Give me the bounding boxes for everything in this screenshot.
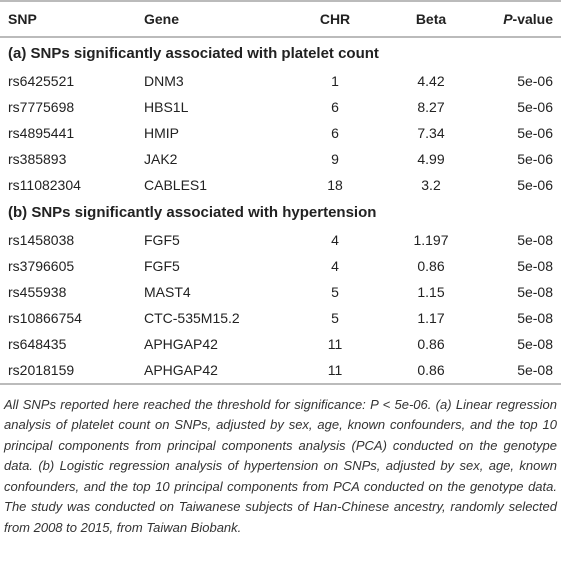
data-row: rs7775698 HBS1L 6 8.27 5e-06 bbox=[0, 94, 561, 120]
cell: FGF5 bbox=[144, 258, 180, 275]
cell: 4 bbox=[331, 258, 339, 275]
cell: FGF5 bbox=[144, 232, 180, 249]
column-header: Beta bbox=[378, 0, 484, 38]
column-header: CHR bbox=[292, 0, 378, 38]
cell: rs2018159 bbox=[0, 356, 136, 385]
cell: 5 bbox=[331, 310, 339, 327]
cell: 11 bbox=[292, 356, 378, 385]
cell: MAST4 bbox=[144, 284, 191, 301]
cell: APHGAP42 bbox=[144, 335, 218, 352]
cell: 4.42 bbox=[417, 72, 445, 89]
data-row: rs11082304 CABLES1 18 3.2 5e-06 bbox=[0, 172, 561, 198]
cell: 6 bbox=[331, 98, 339, 115]
cell: rs4895441 bbox=[8, 124, 75, 141]
cell: 5e-08 bbox=[484, 356, 561, 385]
section-title: (a) SNPs significantly associated with p… bbox=[8, 44, 379, 62]
cell: 5e-06 bbox=[517, 150, 553, 167]
cell: 5e-08 bbox=[517, 232, 553, 249]
table-footnote: All SNPs reported here reached the thres… bbox=[4, 396, 557, 535]
cell: rs6425521 bbox=[8, 72, 75, 89]
cell: 1.15 bbox=[417, 284, 445, 301]
data-row: rs1458038 FGF5 4 1.197 5e-08 bbox=[0, 227, 561, 253]
snp-table: SNP Gene CHR Beta P-value (a) SNPs significa… bbox=[0, 0, 561, 385]
cell: 5e-08 bbox=[517, 258, 553, 275]
cell: 18 bbox=[327, 176, 343, 193]
cell: 1 bbox=[331, 72, 339, 89]
cell: rs648435 bbox=[8, 335, 67, 352]
cell: 5e-06 bbox=[517, 124, 553, 141]
cell: rs3796605 bbox=[8, 258, 75, 275]
cell: 11 bbox=[327, 335, 343, 352]
cell: 0.86 bbox=[378, 356, 484, 385]
cell: 1.197 bbox=[413, 232, 449, 249]
data-row: rs4895441 HMIP 6 7.34 5e-06 bbox=[0, 120, 561, 146]
cell: 8.27 bbox=[417, 98, 445, 115]
cell: 4.99 bbox=[417, 150, 445, 167]
cell: DNM3 bbox=[144, 72, 184, 89]
cell: 0.86 bbox=[417, 335, 445, 352]
data-row: rs10866754 CTC-535M15.2 5 1.17 5e-08 bbox=[0, 305, 561, 331]
cell: rs11082304 bbox=[8, 176, 81, 193]
cell: APHGAP42 bbox=[136, 356, 292, 385]
cell: 5e-06 bbox=[517, 98, 553, 115]
cell: 9 bbox=[331, 150, 339, 167]
data-row: rs6425521 DNM3 1 4.42 5e-06 bbox=[0, 68, 561, 94]
column-header: Gene bbox=[136, 0, 292, 38]
cell: 1.17 bbox=[417, 310, 445, 327]
cell: HBS1L bbox=[144, 98, 189, 115]
data-row: rs648435 APHGAP42 11 0.86 5e-08 bbox=[0, 331, 561, 357]
data-row: rs455938 MAST4 5 1.15 5e-08 bbox=[0, 279, 561, 305]
cell: 5e-06 bbox=[517, 72, 553, 89]
cell: rs7775698 bbox=[8, 98, 75, 115]
data-row: rs2018159 APHGAP42 11 0.86 5e-08 bbox=[0, 356, 561, 385]
header-row: SNP Gene CHR Beta P-value bbox=[0, 0, 561, 38]
cell: 3.2 bbox=[421, 176, 441, 193]
section-title: (b) SNPs significantly associated with h… bbox=[8, 203, 377, 221]
cell: rs455938 bbox=[8, 284, 67, 301]
data-row: rs385893 JAK2 9 4.99 5e-06 bbox=[0, 146, 561, 172]
cell: 5e-06 bbox=[517, 176, 553, 193]
cell: 5e-08 bbox=[517, 335, 553, 352]
cell: 5e-08 bbox=[517, 284, 553, 301]
cell: rs385893 bbox=[8, 150, 67, 167]
cell: 4 bbox=[331, 232, 339, 249]
cell: 5 bbox=[331, 284, 339, 301]
cell: 6 bbox=[331, 124, 339, 141]
cell: CABLES1 bbox=[144, 176, 208, 193]
cell: 7.34 bbox=[417, 124, 445, 141]
cell: rs10866754 bbox=[8, 310, 82, 327]
cell: 0.86 bbox=[417, 258, 445, 275]
cell: JAK2 bbox=[144, 150, 178, 167]
cell: HMIP bbox=[144, 124, 179, 141]
data-row: rs3796605 FGF5 4 0.86 5e-08 bbox=[0, 253, 561, 279]
cell: CTC-535M15.2 bbox=[144, 310, 240, 327]
column-header: SNP bbox=[0, 0, 136, 38]
column-header: P-value bbox=[484, 0, 561, 38]
section-row: (a) SNPs significantly associated with p… bbox=[0, 37, 561, 68]
section-row: (b) SNPs significantly associated with h… bbox=[0, 197, 561, 227]
cell: rs1458038 bbox=[8, 232, 75, 249]
cell: 5e-08 bbox=[517, 310, 553, 327]
